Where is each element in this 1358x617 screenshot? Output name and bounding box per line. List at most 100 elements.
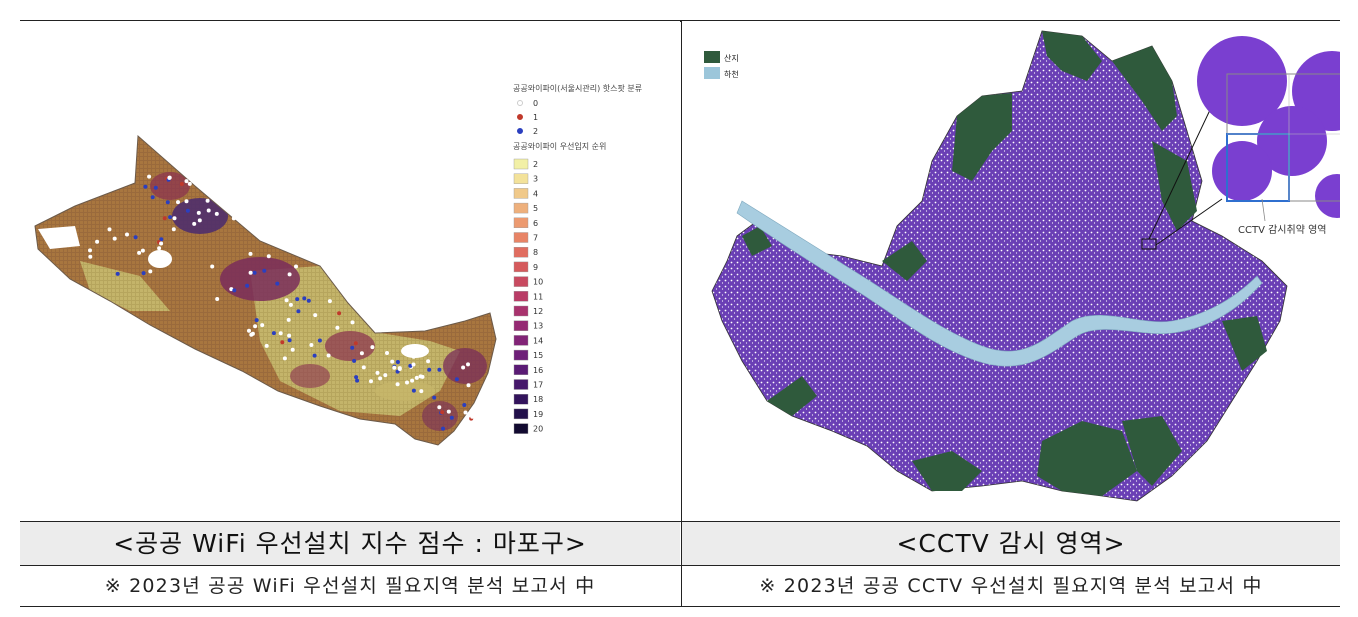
hotspot-dot <box>408 363 413 368</box>
hotspot-dot <box>229 287 234 292</box>
hotspot-dot <box>454 377 459 382</box>
hotspot-dot <box>210 264 215 269</box>
hotspot-dot <box>326 353 331 358</box>
hotspot-dot <box>95 239 100 244</box>
hotspot-dot <box>418 374 423 379</box>
hotspot-dot <box>466 383 471 388</box>
hotspot-dot <box>335 325 340 330</box>
bottom-border <box>20 606 1340 607</box>
hotspot-dot <box>282 356 287 361</box>
top-border <box>20 20 1340 22</box>
hotspot-dot <box>287 272 292 277</box>
hotspot-dot <box>449 415 454 420</box>
rank-legend-swatch <box>513 202 529 214</box>
hotspot-dot <box>184 199 189 204</box>
hotspot-dot <box>405 380 409 385</box>
hotspot-dot <box>385 351 389 355</box>
caption-top-border <box>20 521 1340 522</box>
hotspot-dot <box>107 227 112 232</box>
mapo-boundary <box>34 134 497 446</box>
rank-legend-label: 10 <box>533 278 543 287</box>
hotspot-dot <box>171 227 176 232</box>
hotspot-dot <box>480 423 485 428</box>
hotspot-dot <box>440 410 445 415</box>
hotspot-dots <box>88 174 486 432</box>
inset-label: CCTV 감시취약 영역 <box>1238 224 1326 236</box>
mapo-district-shape <box>35 136 496 445</box>
hotspot-dot <box>159 237 164 242</box>
hotspot-legend-title: 공공와이파이(서울시관리) 핫스팟 분류 <box>513 83 642 93</box>
hotspot-dot <box>462 403 467 407</box>
rank-legend-label: 8 <box>533 248 538 257</box>
hotspot-dot <box>157 246 162 251</box>
hotspot-dot <box>477 427 482 432</box>
hotspot-dot <box>143 184 148 189</box>
inset-zoom: CCTV 감시취약 영역 <box>1141 36 1340 250</box>
hotspot-dot <box>232 288 237 293</box>
rank-legend-title: 공공와이파이 우선입지 순위 <box>513 141 606 151</box>
hotspot-legend-label: 0 <box>533 99 538 108</box>
hotspot-dot <box>392 365 397 370</box>
rank-legend-swatch <box>513 158 529 170</box>
rank-legend-swatch <box>513 364 529 375</box>
hotspot-dot <box>432 395 437 400</box>
rank-legend-label: 15 <box>533 351 543 360</box>
rank-legend-label: 20 <box>533 425 543 434</box>
rank-legend-label: 7 <box>533 234 538 243</box>
hotspot-dot <box>481 417 486 422</box>
hotspot-dot <box>252 270 257 275</box>
hotspot-dot <box>112 236 117 241</box>
hotspot-dot <box>441 426 445 431</box>
hotspot-dot <box>327 299 332 304</box>
rank-legend-label: 9 <box>533 263 538 272</box>
hotspot-dot <box>470 414 475 419</box>
seoul-coverage-area <box>711 30 1288 502</box>
hotspot-dot <box>317 338 322 343</box>
rank-legend-swatch <box>513 305 529 317</box>
hotspot-dot <box>411 362 416 367</box>
hotspot-dot <box>369 379 373 384</box>
hotspot-dot <box>253 324 258 329</box>
hotspot-dot <box>350 320 355 325</box>
wifi-source: ※ 2023년 공공 WiFi 우선설치 필요지역 분석 보고서 中 <box>104 575 596 597</box>
hotspot-dot <box>215 297 220 301</box>
rank-legend-swatch <box>513 188 529 199</box>
rank-legend-label: 6 <box>533 219 538 228</box>
hotspot-dot <box>148 269 153 274</box>
hotspot-dot <box>427 367 432 372</box>
hotspot-dot <box>296 309 301 314</box>
rank-legend-swatch <box>513 423 529 434</box>
rank-legend-swatch <box>513 408 529 420</box>
rank-legend-label: 14 <box>533 336 543 345</box>
rank-legend-label: 19 <box>533 410 543 419</box>
hotspot-dot <box>167 175 172 180</box>
hotspot-dot <box>359 351 364 356</box>
hotspot-dot <box>337 311 342 316</box>
hotspot-dot <box>375 370 380 375</box>
rank-legend-swatch <box>513 320 529 331</box>
hotspot-dot <box>410 378 415 383</box>
hotspot-dot <box>280 340 285 345</box>
hotspot-legend-label: 2 <box>533 127 538 136</box>
hotspot-dot <box>271 331 276 336</box>
hotspot-dot <box>461 365 466 370</box>
cctv-map-panel: 산지 하천 <box>682 21 1340 520</box>
hotspot-dot <box>140 248 145 253</box>
rank-legend-label: 2 <box>533 160 538 169</box>
rank-legend-label: 5 <box>533 204 538 213</box>
hotspot-dot <box>411 388 416 393</box>
hotspot-legend-marker <box>517 100 523 106</box>
hotspot-legend-marker <box>517 128 523 134</box>
hotspot-dot <box>383 373 388 378</box>
hotspot-dot <box>472 420 477 425</box>
hotspot-dot <box>153 185 158 190</box>
legend-swatch-mountain <box>704 51 720 63</box>
rank-legend-swatch <box>513 394 529 405</box>
hotspot-dot <box>295 297 300 302</box>
hotspot-dot <box>414 375 419 380</box>
hotspot-dot <box>413 353 418 358</box>
cctv-source: ※ 2023년 공공 CCTV 우선설치 필요지역 분석 보고서 中 <box>759 575 1263 597</box>
hotspot-dot <box>206 208 211 213</box>
hotspot-dot <box>437 367 442 372</box>
hotspot-dot <box>370 345 375 350</box>
